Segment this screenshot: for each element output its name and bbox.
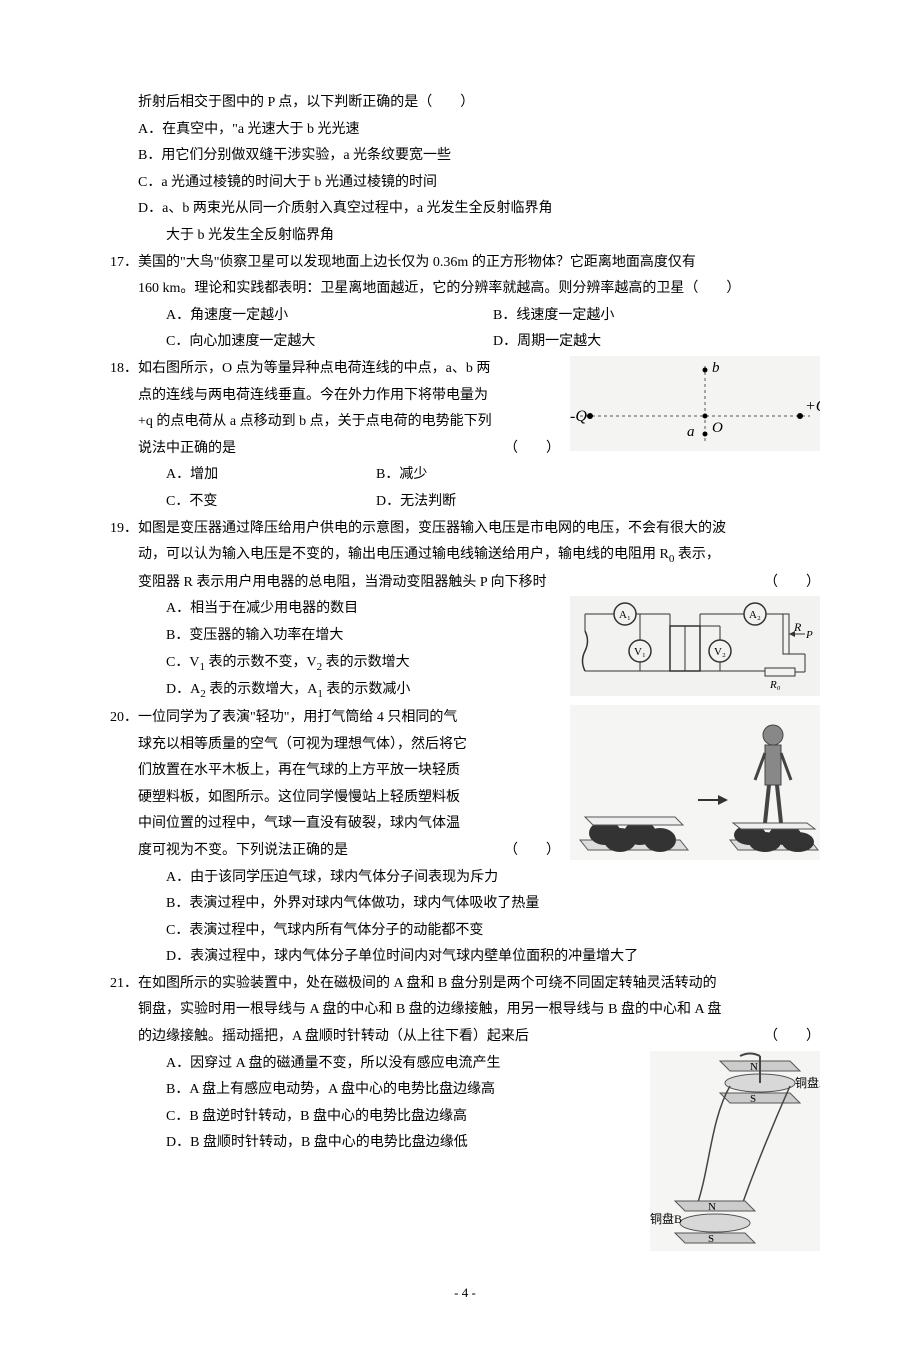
q18-opt-c: C．不变 [166, 489, 376, 516]
q17-opt-d: D．周期一定越大 [493, 329, 820, 356]
q18-l1: 如右图所示，O 点为等量异种点电荷连线的中点，a、b 两 [138, 356, 560, 383]
q17-opt-b: B．线速度一定越小 [493, 303, 820, 330]
q19-opt-b: B．变压器的输入功率在增大 [166, 623, 560, 650]
q17: 17． 美国的"大鸟"侦察卫星可以发现地面上边长仅为 0.36m 的正方形物体？… [110, 250, 820, 356]
q18: 18． 如右图所示，O 点为等量异种点电荷连线的中点，a、b 两 点的连线与两电… [110, 356, 820, 516]
q18-fig-minusQ: -Q [570, 408, 587, 425]
q16-opt-c: C．a 光通过棱镜的时间大于 b 光通过棱镜的时间 [138, 170, 820, 197]
q21-figure: N S 铜盘A N S 铜盘B [650, 1051, 820, 1251]
q19-opt-a: A．相当于在减少用电器的数目 [166, 596, 560, 623]
q19-opt-d: D．A2 表的示数增大，A1 表的示数减小 [166, 677, 560, 705]
svg-text:S: S [750, 1093, 756, 1105]
svg-text:N: N [708, 1201, 716, 1213]
q19-l1: 如图是变压器通过降压给用户供电的示意图，变压器输入电压是市电网的电压，不会有很大… [138, 516, 820, 543]
q21-fig-labelB: 铜盘B [650, 1211, 682, 1226]
q20-opt-b: B．表演过程中，外界对球内气体做功，球内气体吸收了热量 [166, 891, 820, 918]
q20-opt-d: D．表演过程中，球内气体分子单位时间内对气球内壁单位面积的冲量增大了 [166, 944, 820, 971]
q18-l4: 说法中正确的是 [138, 436, 236, 463]
q21-opt-c: C．B 盘逆时针转动，B 盘中心的电势比盘边缘高 [166, 1104, 640, 1131]
q18-paren: （ ） [504, 436, 560, 463]
q20-opt-a: A．由于该同学压迫气球，球内气体分子间表现为斥力 [166, 865, 820, 892]
q17-opt-a: A．角速度一定越小 [166, 303, 493, 330]
q18-num: 18． [110, 356, 138, 383]
q16-opt-b: B．用它们分别做双缝干涉实验，a 光条纹要宽一些 [138, 143, 820, 170]
q18-fig-plusQ: +Q [805, 398, 820, 415]
q18-l3: +q 的点电荷从 a 点移动到 b 点，关于点电荷的电势能下列 [138, 409, 560, 436]
q20: 20． 一位同学为了表演"轻功"，用打气筒给 4 只相同的气 球充以相等质量的空… [110, 705, 820, 971]
q18-fig-b: b [712, 360, 720, 376]
q17-num: 17． [110, 250, 138, 277]
q20-l3: 们放置在水平木板上，再在气球的上方平放一块轻质 [138, 758, 560, 785]
q16-opt-d1: D．a、b 两束光从同一介质射入真空过程中，a 光发生全反射临界角 [138, 196, 820, 223]
q21: 21． 在如图所示的实验装置中，处在磁极间的 A 盘和 B 盘分别是两个可绕不同… [110, 971, 820, 1251]
q19-paren: （ ） [764, 570, 820, 597]
q21-l2: 铜盘，实验时用一根导线与 A 盘的中心和 B 盘的边缘接触，用另一根导线与 B … [138, 997, 820, 1024]
q18-l2: 点的连线与两电荷连线垂直。今在外力作用下将带电量为 [138, 383, 560, 410]
svg-text:V₂: V₂ [714, 646, 726, 658]
q16-intro: 折射后相交于图中的 P 点，以下判断正确的是（ ） [138, 90, 820, 117]
svg-text:N: N [750, 1061, 758, 1073]
q19-l3: 变阻器 R 表示用户用电器的总电阻，当滑动变阻器触头 P 向下移时 [138, 570, 547, 597]
q18-fig-a: a [687, 424, 695, 440]
q21-fig-labelA: 铜盘A [795, 1075, 820, 1090]
q20-l1: 一位同学为了表演"轻功"，用打气筒给 4 只相同的气 [138, 705, 560, 732]
svg-text:S: S [708, 1233, 714, 1245]
q19: 19． 如图是变压器通过降压给用户供电的示意图，变压器输入电压是市电网的电压，不… [110, 516, 820, 705]
q21-opt-d: D．B 盘顺时针转动，B 盘中心的电势比盘边缘低 [166, 1130, 640, 1157]
q18-figure: -Q +Q O a b [570, 356, 820, 451]
q18-fig-O: O [712, 420, 723, 436]
q20-l5: 中间位置的过程中，气球一直没有破裂，球内气体温 [138, 811, 560, 838]
q16-continuation: 折射后相交于图中的 P 点，以下判断正确的是（ ） A．在真空中，"a 光速大于… [110, 90, 820, 250]
q18-opt-d: D．无法判断 [376, 489, 586, 516]
q17-l2: 160 km。理论和实践都表明：卫星离地面越近，它的分辨率就越高。则分辨率越高的… [138, 276, 820, 303]
q20-opt-c: C．表演过程中，气球内所有气体分子的动能都不变 [166, 918, 820, 945]
svg-text:A₁: A₁ [619, 609, 631, 621]
q20-paren: （ ） [504, 838, 560, 865]
q20-l4: 硬塑料板，如图所示。这位同学慢慢站上轻质塑料板 [138, 785, 560, 812]
q16-opt-d2: 大于 b 光发生全反射临界角 [166, 223, 820, 250]
q18-opt-b: B．减少 [376, 462, 586, 489]
svg-text:R₀: R₀ [769, 679, 781, 691]
q17-opt-c: C．向心加速度一定越大 [166, 329, 493, 356]
q21-opt-a: A．因穿过 A 盘的磁通量不变，所以没有感应电流产生 [166, 1051, 640, 1078]
svg-text:P: P [805, 629, 813, 641]
q19-num: 19． [110, 516, 138, 543]
q17-l1: 美国的"大鸟"侦察卫星可以发现地面上边长仅为 0.36m 的正方形物体？它距离地… [138, 250, 820, 277]
q21-paren: （ ） [764, 1024, 820, 1051]
q20-l6: 度可视为不变。下列说法正确的是 [138, 838, 348, 865]
q20-l2: 球充以相等质量的空气（可视为理想气体），然后将它 [138, 732, 560, 759]
svg-text:V₁: V₁ [634, 646, 646, 658]
q21-l3: 的边缘接触。摇动摇把，A 盘顺时针转动（从上往下看）起来后 [138, 1024, 529, 1051]
q21-opt-b: B．A 盘上有感应电动势，A 盘中心的电势比盘边缘高 [166, 1077, 640, 1104]
q19-figure: A₁ A₂ V₁ V₂ R P [570, 596, 820, 696]
q19-opt-c: C．V1 表的示数不变，V2 表的示数增大 [166, 650, 560, 678]
q19-l2: 动，可以认为输入电压是不变的，输出电压通过输电线输送给用户，输电线的电阻用 R0… [138, 542, 820, 570]
q21-num: 21． [110, 971, 138, 998]
q21-l1: 在如图所示的实验装置中，处在磁极间的 A 盘和 B 盘分别是两个可绕不同固定转轴… [138, 971, 820, 998]
q20-figure [570, 705, 820, 860]
svg-text:A₂: A₂ [749, 609, 761, 621]
q16-opt-a: A．在真空中，"a 光速大于 b 光光速 [138, 117, 820, 144]
q18-opt-a: A．增加 [166, 462, 376, 489]
q20-num: 20． [110, 705, 138, 732]
